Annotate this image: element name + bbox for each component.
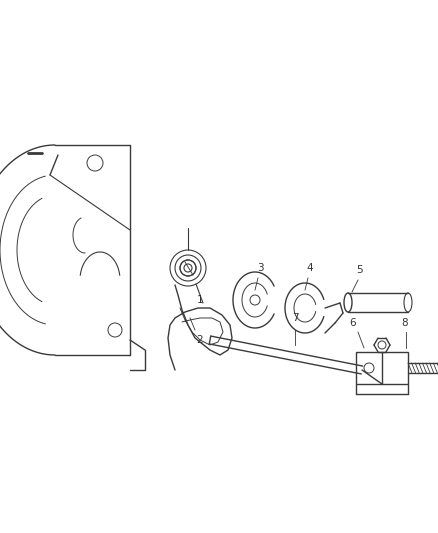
Text: 5: 5 [356,265,363,275]
Text: 3: 3 [256,263,263,273]
Bar [355,352,407,384]
Text: 8: 8 [401,318,407,328]
Text: 2: 2 [196,335,203,345]
Text: 1: 1 [196,295,203,305]
Text: 6: 6 [349,318,356,328]
Text: 7: 7 [291,313,298,323]
Text: 4: 4 [306,263,313,273]
